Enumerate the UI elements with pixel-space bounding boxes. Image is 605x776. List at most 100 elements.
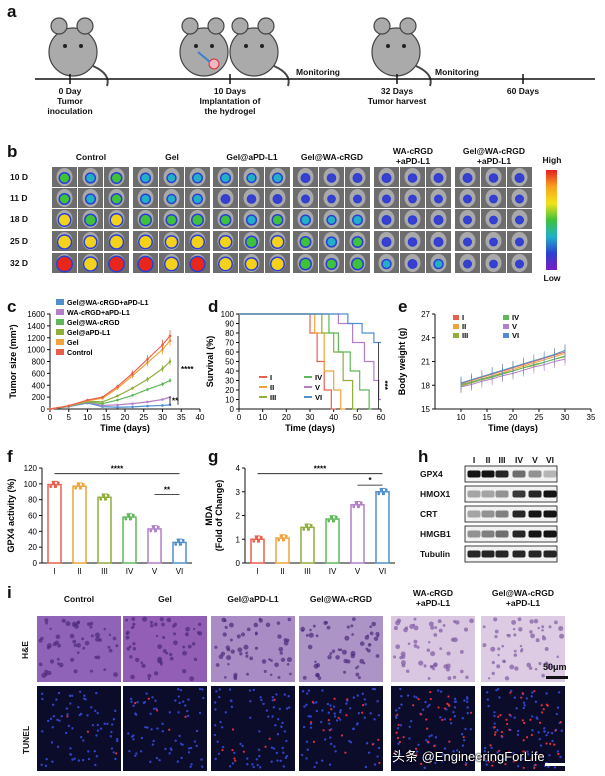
blot-protein-label: HMGB1 — [420, 529, 451, 539]
dapi-nucleus — [202, 696, 205, 700]
nucleus — [169, 652, 173, 657]
tunel-positive-cell — [521, 692, 524, 695]
dapi-nucleus — [187, 751, 191, 754]
nucleus — [89, 669, 94, 673]
data-point — [131, 513, 135, 517]
dapi-nucleus — [130, 700, 133, 703]
dapi-nucleus — [249, 716, 252, 719]
signal-spot — [273, 174, 282, 182]
nucleus — [430, 651, 436, 657]
y-tick-label: 1000 — [27, 346, 45, 355]
signal-spot — [248, 195, 255, 203]
x-tick-label: 40 — [196, 413, 205, 422]
x-tick-label: 10 — [258, 413, 267, 422]
nucleus — [507, 633, 511, 638]
dapi-nucleus — [144, 725, 147, 729]
dapi-nucleus — [315, 709, 319, 713]
nucleus — [223, 619, 227, 623]
dapi-nucleus — [214, 724, 217, 727]
tunel-positive-cell — [330, 708, 333, 711]
tunel-positive-cell — [525, 736, 529, 739]
nucleus — [245, 654, 249, 658]
nucleus — [45, 621, 48, 625]
dapi-nucleus — [200, 758, 203, 761]
nucleus — [367, 643, 372, 647]
dapi-nucleus — [49, 717, 53, 721]
blot-band — [528, 550, 542, 558]
dapi-nucleus — [112, 751, 115, 754]
signal-spot — [464, 217, 471, 223]
tunel-positive-cell — [242, 750, 246, 753]
data-point — [259, 535, 263, 539]
dapi-nucleus — [279, 759, 282, 763]
histology-group-header: Control — [63, 594, 95, 604]
nucleus — [239, 652, 243, 656]
nucleus — [193, 657, 198, 662]
dapi-nucleus — [248, 689, 252, 692]
dapi-nucleus — [127, 732, 130, 735]
blot-lane-label: I — [472, 455, 476, 465]
monitoring-label-1: Monitoring — [296, 67, 340, 77]
data-point — [352, 505, 356, 509]
dapi-nucleus — [272, 747, 276, 750]
nucleus — [538, 661, 542, 666]
nucleus — [286, 663, 290, 666]
dapi-nucleus — [329, 704, 332, 707]
signal-spot — [59, 214, 70, 226]
blot-lane-label: V — [532, 455, 538, 465]
he-stain-image — [123, 616, 207, 682]
dapi-nucleus — [525, 697, 529, 700]
panel-label-e: e — [398, 297, 408, 316]
data-point — [334, 515, 338, 519]
data-point — [282, 538, 286, 542]
dapi-nucleus — [486, 698, 490, 701]
data-point — [74, 486, 78, 490]
nucleus — [309, 628, 312, 632]
legend-swatch — [453, 324, 459, 329]
dapi-nucleus — [313, 765, 316, 769]
dapi-nucleus — [274, 724, 277, 727]
data-point — [49, 485, 53, 489]
tunel-positive-cell — [489, 744, 492, 747]
y-tick-label: 27 — [421, 310, 430, 319]
nucleus — [226, 655, 232, 661]
signal-spot — [383, 174, 390, 182]
tunel-positive-cell — [333, 697, 336, 700]
dapi-nucleus — [93, 749, 97, 753]
nucleus — [434, 626, 438, 630]
dapi-nucleus — [285, 707, 289, 710]
nucleus — [261, 659, 267, 664]
blot-band — [512, 550, 526, 558]
nucleus — [329, 652, 333, 656]
data-point — [99, 497, 103, 501]
y-tick-label: 4 — [236, 464, 241, 473]
dapi-nucleus — [452, 711, 455, 714]
dapi-nucleus — [281, 746, 284, 750]
blot-band — [528, 510, 542, 518]
dapi-nucleus — [399, 687, 402, 691]
panel-label-g: g — [208, 447, 219, 466]
signal-spot — [490, 261, 497, 267]
signal-spot — [109, 257, 124, 271]
dapi-nucleus — [335, 719, 339, 722]
nucleus — [412, 623, 416, 627]
dapi-nucleus — [503, 757, 506, 761]
dapi-nucleus — [397, 742, 400, 745]
dapi-nucleus — [259, 766, 262, 769]
tunel-positive-cell — [493, 733, 497, 736]
x-tick-label: III — [304, 567, 311, 576]
dapi-nucleus — [465, 696, 469, 699]
imaging-day-label: 25 D — [10, 236, 28, 246]
nucleus — [550, 665, 555, 669]
nucleus — [369, 625, 373, 629]
nucleus — [90, 634, 94, 638]
blot-lane-label: III — [498, 455, 506, 465]
dapi-nucleus — [177, 711, 180, 714]
data-point — [357, 505, 361, 509]
blot-band — [543, 510, 557, 518]
tunel-positive-cell — [184, 715, 187, 718]
signal-spot — [464, 239, 471, 245]
nucleus — [56, 657, 60, 661]
dapi-nucleus — [303, 705, 306, 708]
data-point — [101, 400, 104, 404]
